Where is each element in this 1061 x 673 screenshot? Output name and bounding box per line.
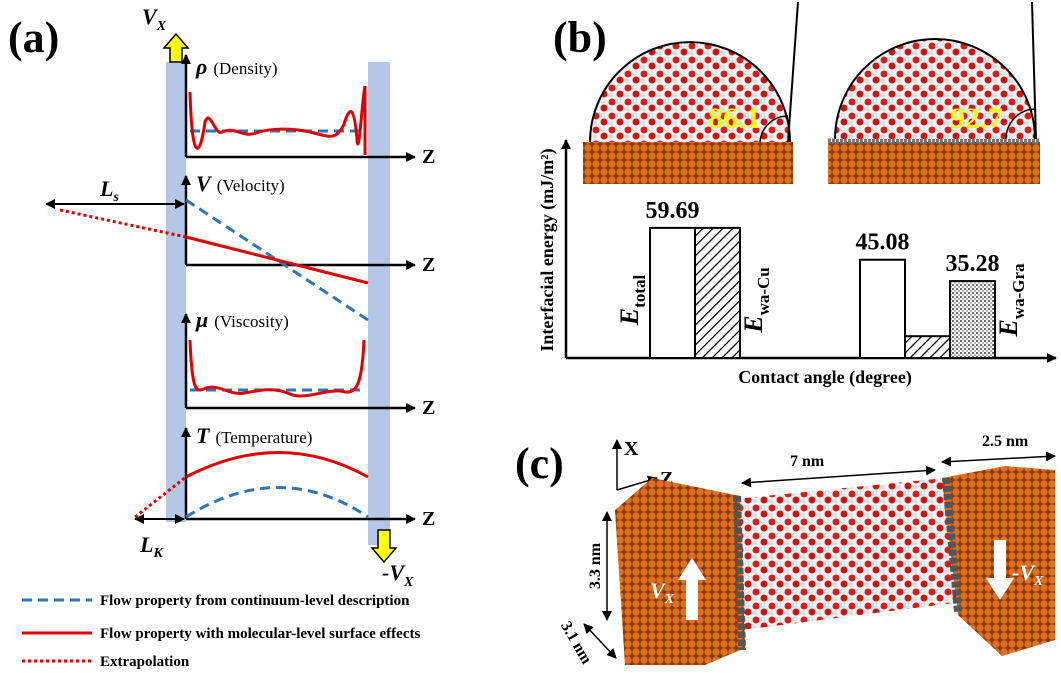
dimension-arrow [741,465,936,488]
panel-label: (c) [515,439,564,488]
series-label-main: E [994,319,1023,337]
series-label: Etotal [615,275,649,327]
value-label: 35.28 [946,251,1000,277]
bar [694,226,741,359]
velocity-label: -VX [1012,560,1044,589]
series-label: Ewa-Gra [994,263,1028,338]
droplet [835,39,1035,139]
axis-label: Z [422,508,435,530]
substrate [828,142,1040,184]
velocity-arrow [370,529,398,564]
dimension-label: 7 nm [790,453,825,470]
angle-arc [1005,108,1036,140]
tangent [787,1,799,143]
bar [949,280,996,359]
kapitza-length-label: LK [139,532,164,561]
legend-label: Extrapolation [100,654,190,670]
legend-label: Flow property with molecular-level surfa… [100,626,420,642]
y-axis-label: Interfacial energy (mJ/m²) [537,148,558,351]
dimension-label: 2.5 nm [982,433,1029,450]
property-label: T (Temperature) [196,423,312,448]
axis-label: Z [422,146,435,168]
property-label: μ (Viscosity) [195,307,289,332]
water [725,478,962,630]
bar [859,258,906,359]
value-label: 45.08 [856,230,910,256]
velocity-label: VX [142,4,167,34]
droplet [590,42,790,142]
dimension-arrow [941,451,1056,467]
panel-c: (c) X Z VX -VX 7 nm 2.5 nm 3.3 nm 3.1 nm [515,433,1056,668]
wall [368,62,390,545]
series-label-sub: wa-Gra [1009,263,1028,319]
contact-angle: 92.7 [950,102,1003,135]
panel-a: (a) VX -VX Z Z Z Z ρ (Density) V (Velocity… [8,4,435,670]
graphene [733,495,746,651]
velocity-arrow [986,540,1014,600]
droplet-outline [589,41,791,143]
wall [166,62,186,522]
droplet-outline [834,38,1036,140]
panel-b: (b) 86.1 92.7 Interfacial energy (mJ/m²)… [537,1,1057,388]
legend-label: Flow property from continuum-level descr… [100,593,410,609]
bar [649,226,696,359]
axis-label: Z [422,397,435,419]
panel-label: (b) [553,13,607,62]
bar [904,335,951,360]
curves [59,85,369,519]
property-label: ρ (Density) [195,54,278,79]
dimension-label: 3.3 nm [587,542,604,589]
panel-label: (a) [8,13,59,62]
series-label-sub: total [630,275,649,308]
contact-angle: 86.1 [708,102,761,135]
dimension-arrow [583,623,617,659]
copper-wall [615,478,745,665]
series-label-sub: wa-Cu [754,267,773,315]
value-label: 59.69 [646,198,700,224]
tangent [1031,1,1037,140]
series-label: Ewa-Cu [739,267,773,334]
velocity-arrow [678,558,706,620]
series-label-main: E [739,315,768,333]
dimension-label: 3.1 nm [557,618,595,667]
axis-label: Z [422,254,435,276]
series-label-main: E [615,308,644,326]
substrate [583,142,793,184]
property-label: V (Velocity) [196,171,285,196]
axis-label: X [624,438,639,460]
angle-arc [759,115,789,143]
graphene [942,477,962,613]
x-axis-label: Contact angle (degree) [738,367,912,388]
velocity-label: -VX [382,560,414,590]
slip-length-label: Ls [99,176,119,205]
velocity-arrow [162,32,190,63]
velocity-label: VX [650,578,675,607]
